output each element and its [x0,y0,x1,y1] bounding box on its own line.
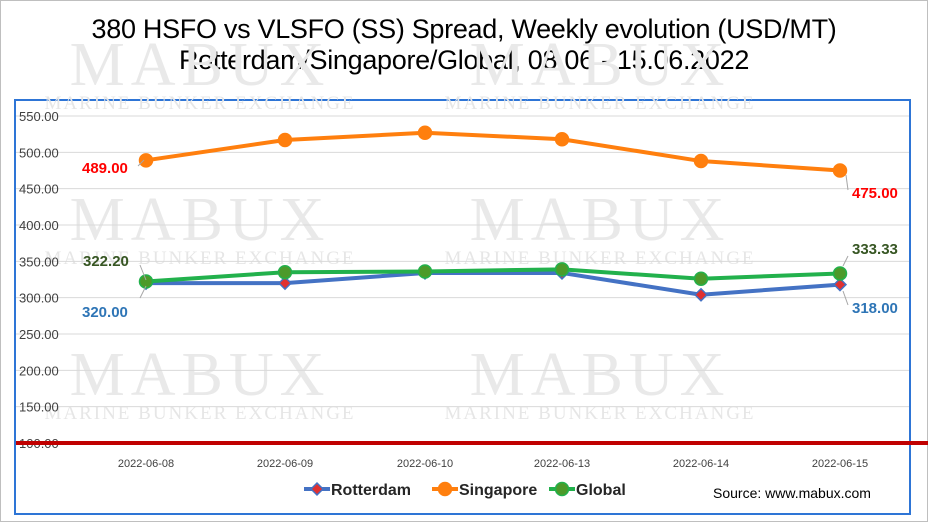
data-point-singapore [138,153,154,168]
watermark-tagline: MARINE BUNKER EXCHANGE [44,248,355,269]
y-tick-label: 450.00 [19,182,59,197]
data-label-leader [137,159,145,167]
data-label-leader [139,285,147,299]
legend-marker-global [554,481,570,497]
data-point-global [554,262,570,277]
data-point-singapore [417,125,433,140]
data-label-leader [139,264,147,281]
watermark-brand: MABUX [470,341,731,409]
data-point-rotterdam [832,277,848,292]
y-tick-label: 350.00 [19,254,59,269]
watermark-tagline: MARINE BUNKER EXCHANGE [444,93,755,114]
data-point-singapore [693,153,709,169]
legend-marker-rotterdam [309,481,325,497]
watermark-brand: MABUX [470,31,731,99]
data-label-global: 333.33 [852,241,898,258]
data-point-rotterdam [693,287,709,302]
y-tick-label: 500.00 [19,145,59,160]
watermark-brand: MABUX [470,186,731,254]
data-label-leader [842,290,849,306]
x-tick-label: 2022-06-08 [118,458,174,470]
legend-label-singapore: Singapore [459,482,537,499]
chart-title: 380 HSFO vs VLSFO (SS) Spread, Weekly ev… [91,14,837,44]
watermark-tagline: MARINE BUNKER EXCHANGE [444,403,755,424]
data-label-singapore: 475.00 [852,185,898,202]
data-point-singapore [832,163,848,178]
watermark-tagline: MARINE BUNKER EXCHANGE [44,93,355,114]
y-tick-label: 150.00 [19,400,59,415]
series-line-singapore [144,130,842,173]
data-label-leader [845,174,849,191]
data-label-singapore: 489.00 [82,160,128,177]
y-tick-label: 200.00 [19,363,59,378]
chart-title-block: 380 HSFO vs VLSFO (SS) Spread, Weekly ev… [0,14,928,76]
watermark-brand: MABUX [70,341,331,409]
data-point-singapore [277,132,293,148]
data-point-rotterdam [277,276,293,291]
watermark-brand: MABUX [70,31,331,99]
plot-area-border [14,99,911,515]
y-tick-label: 300.00 [19,291,59,306]
legend-label-global: Global [576,482,626,499]
x-tick-label: 2022-06-13 [534,458,590,470]
x-tick-label: 2022-06-15 [812,458,868,470]
y-tick-label: 250.00 [19,327,59,342]
data-label-rotterdam: 320.00 [82,304,128,321]
watermark-tagline: MARINE BUNKER EXCHANGE [44,403,355,424]
data-label-leader [842,255,849,267]
data-point-global [277,264,293,280]
data-point-global [417,264,433,279]
y-tick-label: 400.00 [19,218,59,233]
watermark-brand: MABUX [70,186,331,254]
data-point-global [693,271,709,287]
x-tick-label: 2022-06-14 [673,458,729,470]
series-line-global [144,267,842,284]
chart-subtitle: Rotterdam/Singapore/Global, 08.06 - 15.0… [178,45,750,75]
data-point-singapore [554,132,570,147]
x-tick-label: 2022-06-09 [257,458,313,470]
data-label-rotterdam: 318.00 [852,300,898,317]
data-label-global: 322.20 [83,253,129,270]
source-credit: Source: www.mabux.com [713,485,871,501]
x-tick-label: 2022-06-10 [397,458,453,470]
data-point-global [138,274,154,289]
legend-label-rotterdam: Rotterdam [331,482,411,499]
series-line-rotterdam [144,270,842,297]
legend-marker-singapore [437,481,453,497]
y-tick-label: 550.00 [19,109,59,124]
data-point-global [832,266,848,281]
watermark-tagline: MARINE BUNKER EXCHANGE [444,248,755,269]
